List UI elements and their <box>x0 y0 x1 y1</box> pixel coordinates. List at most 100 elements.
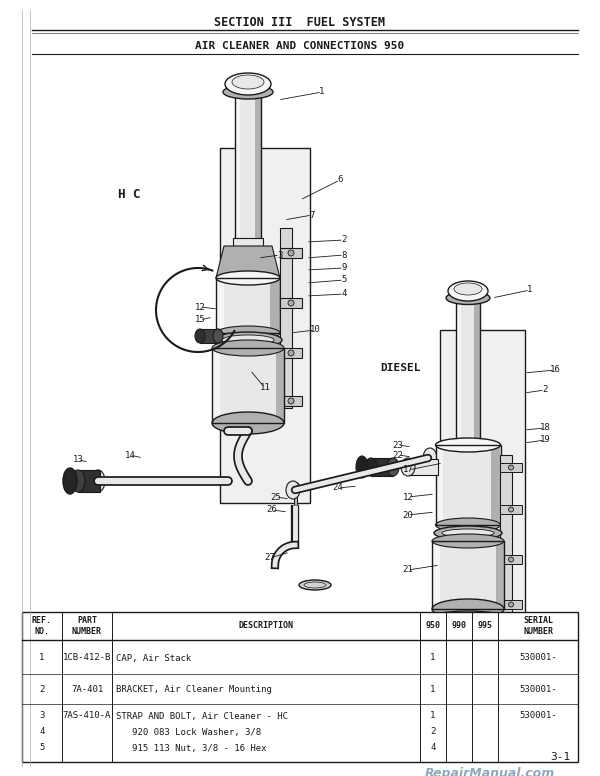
Text: 1: 1 <box>430 712 436 720</box>
Bar <box>432 541 440 609</box>
Ellipse shape <box>232 75 264 89</box>
Ellipse shape <box>223 85 273 99</box>
Ellipse shape <box>423 448 437 468</box>
Bar <box>235 88 261 248</box>
Bar <box>456 295 461 440</box>
Ellipse shape <box>63 468 77 494</box>
Bar <box>22 612 578 762</box>
Bar <box>255 88 261 248</box>
Bar <box>500 455 512 615</box>
Ellipse shape <box>428 665 508 683</box>
Ellipse shape <box>213 329 223 343</box>
Bar <box>371 458 393 476</box>
Bar <box>428 619 508 674</box>
Text: PART
NUMBER: PART NUMBER <box>72 616 102 636</box>
Ellipse shape <box>438 668 498 680</box>
Ellipse shape <box>432 599 504 619</box>
Text: 990: 990 <box>452 622 467 630</box>
Text: 1: 1 <box>40 653 44 663</box>
Ellipse shape <box>288 350 294 356</box>
Text: 22: 22 <box>392 451 403 459</box>
Text: 1: 1 <box>430 653 436 663</box>
Ellipse shape <box>509 465 514 470</box>
Bar <box>491 445 500 525</box>
Bar <box>235 88 240 248</box>
Bar <box>496 541 504 609</box>
Text: 1CB-412-B: 1CB-412-B <box>63 653 111 663</box>
Ellipse shape <box>222 335 274 345</box>
Text: SECTION III  FUEL SYSTEM: SECTION III FUEL SYSTEM <box>215 16 386 29</box>
Ellipse shape <box>509 557 514 562</box>
Bar <box>78 470 100 492</box>
Ellipse shape <box>216 271 280 285</box>
Ellipse shape <box>434 526 502 540</box>
Text: H C: H C <box>118 189 140 202</box>
Bar <box>500 600 522 609</box>
Ellipse shape <box>436 438 500 452</box>
Text: 7AS-410-A: 7AS-410-A <box>63 712 111 720</box>
Bar <box>216 278 280 333</box>
Ellipse shape <box>299 580 331 590</box>
Bar <box>212 348 220 423</box>
Ellipse shape <box>288 250 294 256</box>
Text: 16: 16 <box>550 365 560 375</box>
Bar <box>428 619 508 674</box>
Ellipse shape <box>214 332 282 348</box>
Bar <box>241 80 255 90</box>
Bar <box>235 88 261 248</box>
Ellipse shape <box>387 458 399 476</box>
Bar <box>276 348 284 423</box>
Text: 11: 11 <box>260 383 271 393</box>
Ellipse shape <box>91 470 105 492</box>
Text: DIESEL: DIESEL <box>380 363 421 373</box>
Ellipse shape <box>225 73 271 95</box>
Text: 25: 25 <box>271 493 281 501</box>
Bar <box>294 487 297 507</box>
Bar <box>220 148 310 503</box>
Text: 12: 12 <box>194 303 205 311</box>
Text: 4: 4 <box>40 728 44 736</box>
Text: CAP, Air Stack: CAP, Air Stack <box>116 653 191 663</box>
Text: 17: 17 <box>403 466 413 474</box>
Bar <box>474 295 480 440</box>
Ellipse shape <box>454 283 482 295</box>
Bar <box>432 541 504 609</box>
Text: 9: 9 <box>341 264 347 272</box>
Text: 7: 7 <box>310 210 314 220</box>
Text: STRAP AND BOLT, Air Cleaner - HC: STRAP AND BOLT, Air Cleaner - HC <box>116 712 288 720</box>
Ellipse shape <box>448 281 488 301</box>
Text: 4: 4 <box>341 289 347 299</box>
Bar <box>280 396 302 406</box>
Bar <box>499 619 508 674</box>
Text: 920 083 Lock Washer, 3/8: 920 083 Lock Washer, 3/8 <box>116 728 261 736</box>
Text: 950: 950 <box>425 622 440 630</box>
Bar <box>436 445 443 525</box>
Text: AIR CLEANER AND CONNECTIONS 950: AIR CLEANER AND CONNECTIONS 950 <box>196 41 404 51</box>
Ellipse shape <box>286 481 300 499</box>
Bar <box>436 445 501 525</box>
Text: 2: 2 <box>40 685 44 695</box>
Bar <box>436 445 501 525</box>
Bar <box>428 619 437 674</box>
Bar <box>462 288 474 297</box>
Text: 995: 995 <box>478 622 493 630</box>
Text: 20: 20 <box>403 511 413 519</box>
Bar <box>280 248 302 258</box>
Text: 23: 23 <box>392 441 403 449</box>
Bar <box>216 278 224 333</box>
Bar <box>456 295 480 440</box>
Ellipse shape <box>216 326 280 340</box>
Ellipse shape <box>288 300 294 306</box>
Ellipse shape <box>509 602 514 607</box>
Text: BRACKET, Air Cleaner Mounting: BRACKET, Air Cleaner Mounting <box>116 685 272 695</box>
Bar <box>280 298 302 308</box>
Bar <box>440 330 525 625</box>
Text: 15: 15 <box>194 316 205 324</box>
Ellipse shape <box>446 292 490 304</box>
Text: 1: 1 <box>430 685 436 695</box>
Text: 530001-: 530001- <box>519 685 557 695</box>
Bar <box>500 505 522 514</box>
Text: 21: 21 <box>403 566 413 574</box>
Ellipse shape <box>288 398 294 404</box>
Text: 10: 10 <box>310 325 320 334</box>
